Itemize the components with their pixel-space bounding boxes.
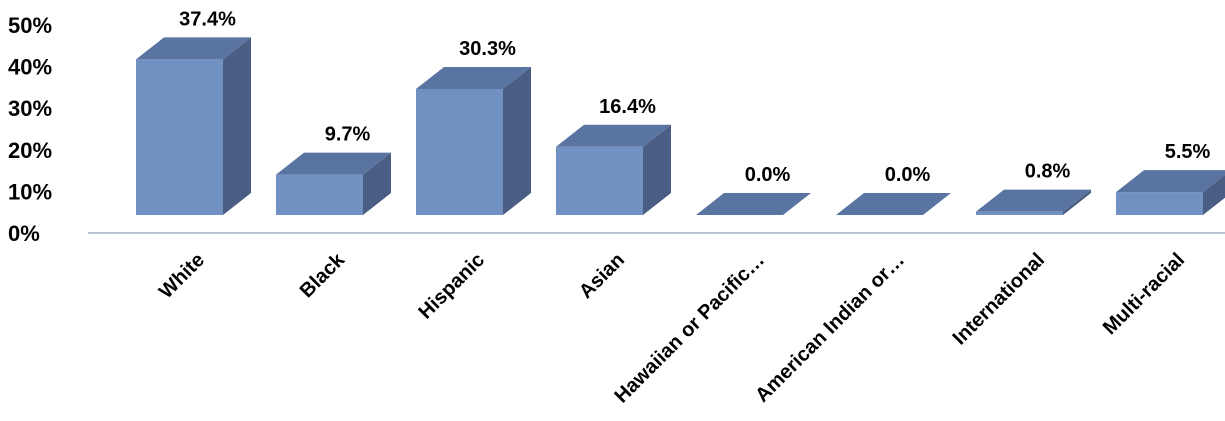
bar-top-face: [976, 190, 1091, 212]
x-tick-label: Hawaiian or Pacific…: [610, 249, 769, 408]
y-tick-label: 40%: [8, 55, 52, 80]
x-tick-label: White: [155, 249, 209, 303]
y-tick-label: 20%: [8, 138, 52, 163]
bar: [416, 67, 531, 215]
y-tick-label: 50%: [8, 13, 52, 38]
bar: [276, 153, 391, 215]
x-tick-label: American Indian or…: [751, 249, 909, 407]
data-label: 30.3%: [459, 38, 516, 60]
x-tick-label: International: [949, 249, 1049, 349]
bars-layer: [136, 37, 1225, 215]
x-tick-label: Black: [296, 248, 350, 302]
bar-front-face: [976, 212, 1063, 215]
bar-side-face: [503, 67, 531, 215]
data-label: 0.8%: [1025, 161, 1071, 183]
bar-front-face: [1116, 192, 1203, 215]
y-tick-label: 0%: [8, 221, 40, 246]
bar-front-face: [136, 59, 223, 215]
data-label: 5.5%: [1165, 141, 1211, 163]
bar: [836, 193, 951, 215]
bar-side-face: [223, 37, 251, 215]
y-tick-label: 10%: [8, 179, 52, 204]
x-tick-label: Asian: [575, 249, 629, 303]
x-tick-label: Hispanic: [415, 249, 490, 324]
data-label: 0.0%: [885, 164, 931, 186]
bar: [1116, 170, 1225, 215]
data-label: 37.4%: [179, 8, 236, 30]
data-label: 0.0%: [745, 164, 791, 186]
bar-top-face: [836, 193, 951, 215]
bar-front-face: [556, 147, 643, 215]
data-label: 9.7%: [325, 124, 371, 146]
x-tick-label: Multi-racial: [1099, 249, 1189, 339]
bar-top-face: [696, 193, 811, 215]
bar: [976, 190, 1091, 215]
bar: [556, 125, 671, 215]
bar: [136, 37, 251, 215]
bar-front-face: [416, 89, 503, 215]
bar-front-face: [276, 175, 363, 215]
bar: [696, 193, 811, 215]
y-tick-label: 30%: [8, 96, 52, 121]
data-label: 16.4%: [599, 96, 656, 118]
